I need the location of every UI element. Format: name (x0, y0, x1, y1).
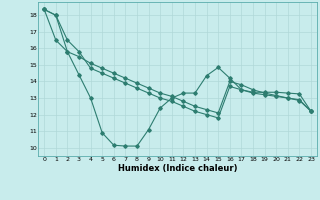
X-axis label: Humidex (Indice chaleur): Humidex (Indice chaleur) (118, 164, 237, 173)
